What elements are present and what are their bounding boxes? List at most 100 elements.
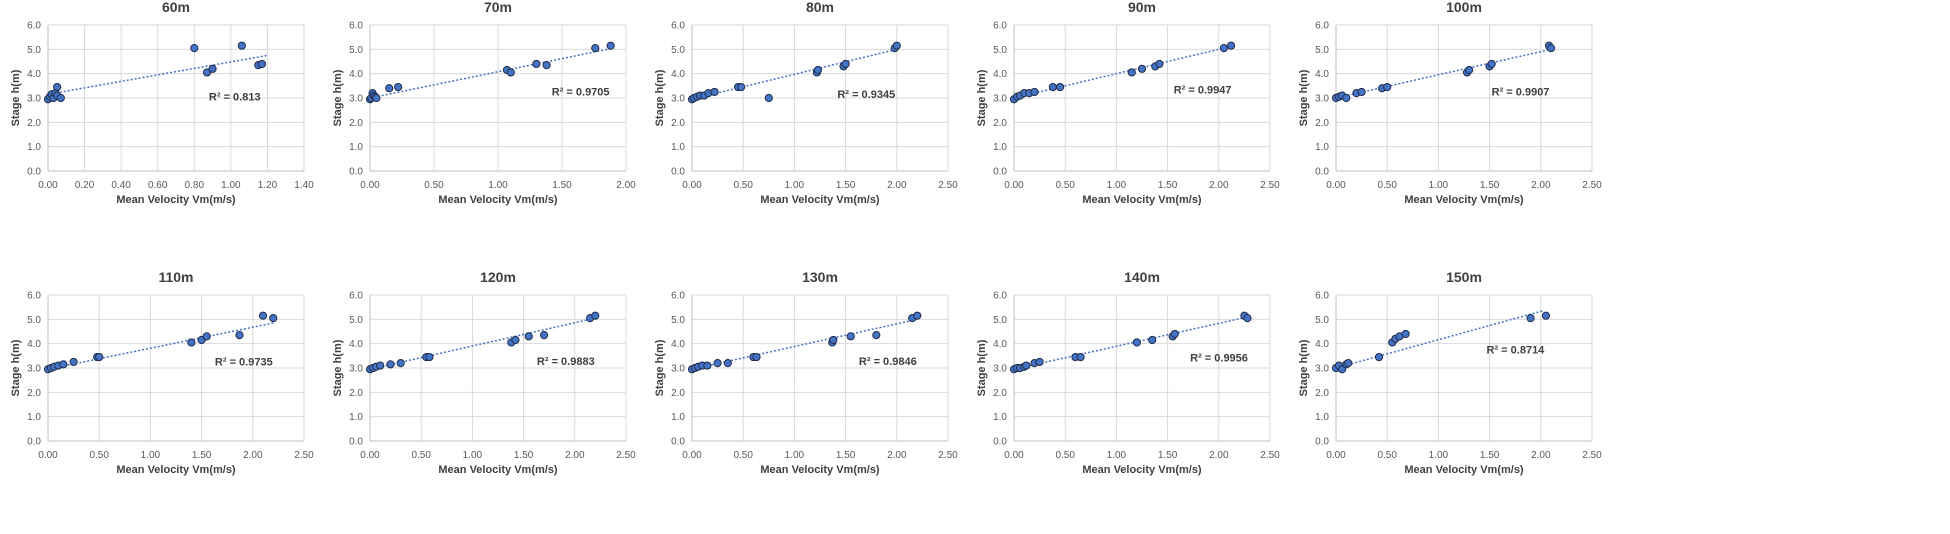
chart-svg: 80m 0.0 1.0 2.0 3.0 4.0 5.0 6.0 0.00 0.50 1.00 1.50… <box>654 0 958 206</box>
y-axis-label: Stage h(m) <box>976 69 988 126</box>
x-tick-label: 0.50 <box>89 450 109 461</box>
x-axis-label: Mean Velocity Vm(m/s) <box>116 194 236 206</box>
chart-title: 120m <box>480 270 516 285</box>
y-tick-label: 4.0 <box>1315 339 1329 350</box>
data-point <box>511 335 520 345</box>
data-point <box>1035 357 1044 367</box>
y-axis-label: Stage h(m) <box>10 339 22 396</box>
y-tick-label: 5.0 <box>993 45 1007 56</box>
x-tick-label: 2.00 <box>1531 180 1551 191</box>
y-tick-label: 4.0 <box>27 339 41 350</box>
x-tick-label: 0.80 <box>185 180 205 191</box>
r-squared-label: R² = 0.9956 <box>1190 353 1248 365</box>
x-tick-label: 2.00 <box>887 180 907 191</box>
x-tick-label: 0.50 <box>1377 180 1397 191</box>
y-tick-label: 4.0 <box>671 69 685 80</box>
data-point <box>1401 329 1410 339</box>
x-tick-label: 0.00 <box>1004 180 1024 191</box>
x-tick-label: 2.00 <box>1531 450 1551 461</box>
chart-panel-130m: 130m 0.0 1.0 2.0 3.0 4.0 5.0 6.0 0.00 0.50 1.00 1.5… <box>644 270 1034 534</box>
r-squared-label: R² = 0.9705 <box>552 87 610 99</box>
chart-svg: 60m 0.0 1.0 2.0 3.0 4.0 5.0 6.0 0.00 0.20 0.40 0.60… <box>10 0 314 206</box>
data-point <box>1132 338 1141 347</box>
x-axis-label: Mean Velocity Vm(m/s) <box>1082 464 1202 476</box>
y-tick-label: 1.0 <box>993 412 1007 423</box>
chart-title: 130m <box>802 270 838 285</box>
x-tick-label: 0.00 <box>1004 450 1024 461</box>
y-tick-label: 1.0 <box>1315 412 1329 423</box>
data-point <box>1030 87 1039 97</box>
y-tick-label: 4.0 <box>1315 69 1329 80</box>
data-point <box>69 357 78 367</box>
y-tick-label: 2.0 <box>671 388 685 399</box>
data-point <box>841 59 850 69</box>
y-tick-label: 0.0 <box>993 437 1007 448</box>
y-axis-label: Stage h(m) <box>332 69 344 126</box>
y-tick-label: 4.0 <box>671 339 685 350</box>
y-tick-label: 5.0 <box>1315 315 1329 326</box>
data-point <box>1022 361 1031 370</box>
x-tick-label: 0.50 <box>733 450 753 461</box>
y-tick-label: 6.0 <box>349 291 363 302</box>
data-point <box>56 93 65 103</box>
y-tick-label: 3.0 <box>671 94 685 105</box>
data-point <box>1148 335 1157 345</box>
x-tick-label: 2.00 <box>243 450 263 461</box>
y-axis-label: Stage h(m) <box>654 339 666 396</box>
x-tick-label: 0.50 <box>411 450 431 461</box>
data-point <box>1526 314 1535 323</box>
x-tick-label: 0.50 <box>1377 450 1397 461</box>
chart-panel-70m: 70m 0.0 1.0 2.0 3.0 4.0 5.0 6.0 0.00 0.50 1.00 1.50… <box>322 0 712 264</box>
data-point <box>269 314 278 323</box>
y-tick-label: 1.0 <box>27 412 41 423</box>
data-point <box>1465 65 1474 75</box>
y-tick-label: 6.0 <box>993 21 1007 32</box>
chart-svg: 130m 0.0 1.0 2.0 3.0 4.0 5.0 6.0 0.00 0.50 1.00 1.5… <box>654 270 958 476</box>
data-point <box>385 84 394 93</box>
data-point <box>723 359 732 368</box>
y-tick-label: 2.0 <box>349 118 363 129</box>
y-tick-label: 5.0 <box>349 45 363 56</box>
data-point <box>1219 44 1229 53</box>
r-squared-label: R² = 0.9907 <box>1492 87 1550 99</box>
chart-title: 90m <box>1128 0 1156 15</box>
x-tick-label: 1.00 <box>785 180 805 191</box>
data-point <box>386 360 395 369</box>
x-axis-label: Mean Velocity Vm(m/s) <box>760 194 880 206</box>
y-tick-label: 1.0 <box>27 142 41 153</box>
y-tick-label: 6.0 <box>671 21 685 32</box>
x-tick-label: 2.50 <box>1582 450 1602 461</box>
y-tick-label: 5.0 <box>671 45 685 56</box>
x-tick-label: 1.00 <box>463 450 483 461</box>
y-tick-label: 3.0 <box>993 94 1007 105</box>
y-tick-label: 4.0 <box>993 339 1007 350</box>
x-axis-label: Mean Velocity Vm(m/s) <box>438 194 558 206</box>
r-squared-label: R² = 0.9883 <box>537 356 595 368</box>
x-tick-label: 1.00 <box>1107 180 1127 191</box>
chart-panel-90m: 90m 0.0 1.0 2.0 3.0 4.0 5.0 6.0 0.00 0.50 1.00 1.50… <box>966 0 1356 264</box>
x-axis-label: Mean Velocity Vm(m/s) <box>1404 464 1524 476</box>
data-point <box>190 44 199 53</box>
x-tick-label: 2.50 <box>938 450 958 461</box>
x-tick-label: 1.50 <box>514 450 534 461</box>
data-point <box>1546 44 1556 53</box>
data-point <box>846 332 855 341</box>
trendline <box>369 47 614 99</box>
chart-panel-110m: 110m 0.0 1.0 2.0 3.0 4.0 5.0 6.0 0.00 0.50 1.00 1.5… <box>0 270 390 534</box>
x-tick-label: 2.00 <box>1209 180 1229 191</box>
x-tick-label: 0.50 <box>1055 180 1075 191</box>
y-tick-label: 2.0 <box>1315 388 1329 399</box>
chart-title: 70m <box>484 0 512 15</box>
chart-svg: 140m 0.0 1.0 2.0 3.0 4.0 5.0 6.0 0.00 0.50 1.00 1.5… <box>976 270 1280 476</box>
data-point <box>1226 41 1236 50</box>
data-point <box>258 311 268 320</box>
data-point <box>1048 82 1058 92</box>
y-tick-label: 4.0 <box>349 339 363 350</box>
y-tick-label: 3.0 <box>671 364 685 375</box>
y-tick-label: 3.0 <box>1315 364 1329 375</box>
data-point <box>1076 352 1085 362</box>
x-tick-label: 0.50 <box>1055 450 1075 461</box>
r-squared-label: R² = 0.9345 <box>837 89 895 101</box>
x-tick-label: 2.00 <box>887 450 907 461</box>
